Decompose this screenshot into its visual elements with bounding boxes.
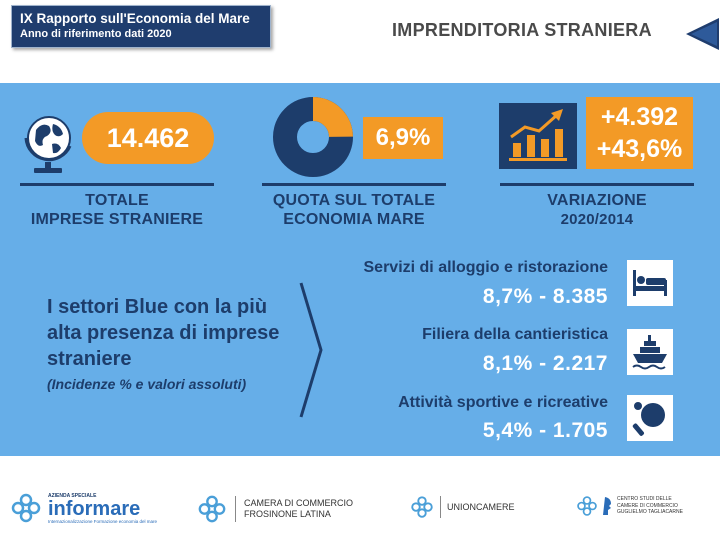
- flower-logo-icon: [11, 493, 41, 523]
- flower-logo-icon: [577, 496, 597, 516]
- change-label: VARIAZIONE 2020/2014: [500, 191, 694, 229]
- share-value: 6,9%: [375, 124, 431, 151]
- sector-name-sports: Attività sportive e ricreative: [398, 394, 608, 411]
- page-title: IMPRENDITORIA STRANIERA: [392, 20, 652, 40]
- total-divider: [20, 183, 214, 186]
- total-label-line1: TOTALE: [85, 192, 149, 209]
- back-arrow-icon[interactable]: [684, 16, 720, 52]
- tagliacarne-logo: CENTRO STUDI DELLE CAMERE DI COMMERCIO G…: [576, 495, 683, 517]
- bed-icon: [633, 270, 667, 296]
- camera-line1: CAMERA DI COMMERCIO: [244, 498, 354, 508]
- total-label: TOTALE IMPRESE STRANIERE: [20, 191, 214, 229]
- ping-pong-icon: [632, 402, 665, 436]
- camera-logo: CAMERA DI COMMERCIO FROSINONE LATINA: [197, 494, 353, 524]
- sectors-intro: I settori Blue con la più alta presenza …: [47, 296, 280, 370]
- sectors-note: (Incidenze % e valori assoluti): [47, 376, 247, 392]
- donut-chart-icon: [273, 97, 353, 177]
- chevron-right-icon: [299, 282, 323, 418]
- tagliacarne-line3: GUGLIELMO TAGLIACARNE: [617, 509, 683, 516]
- change-absolute: +4.392: [600, 103, 679, 131]
- change-percent: +43,6%: [596, 135, 683, 163]
- informare-tagline: Internazionalizzazione Formazione econom…: [48, 518, 158, 524]
- report-title: IX Rapporto sull'Economia del Mare: [20, 11, 250, 26]
- sector-value-lodging: 8,7% - 8.385: [482, 285, 608, 308]
- informare-logo: AZIENDA SPECIALE informare Internazional…: [10, 492, 157, 524]
- flower-logo-icon: [198, 495, 226, 523]
- share-value-pill: 6,9%: [363, 117, 443, 159]
- tagliacarne-line1: CENTRO STUDI DELLE: [617, 496, 672, 503]
- sector-icon-shipbuilding: [627, 329, 673, 375]
- sector-icon-sports: [627, 395, 673, 441]
- informare-name: informare: [48, 497, 141, 520]
- camera-line2: FROSINONE LATINA: [244, 509, 331, 519]
- unioncamere-text: UNIONCAMERE: [447, 501, 515, 512]
- report-title-box: IX Rapporto sull'Economia del Mare Anno …: [11, 5, 271, 48]
- sector-value-sports: 5,4% - 1.705: [482, 419, 608, 442]
- donut-share-slice: [312, 97, 353, 138]
- share-divider: [262, 183, 446, 186]
- profile-logo-icon: [603, 497, 611, 515]
- share-label: QUOTA SUL TOTALE ECONOMIA MARE: [252, 191, 456, 229]
- change-divider: [500, 183, 694, 186]
- total-value: 14.462: [106, 122, 190, 153]
- report-subtitle: Anno di riferimento dati 2020: [20, 28, 172, 40]
- share-label-line1: QUOTA SUL TOTALE: [272, 192, 436, 209]
- sector-name-lodging: Servizi di alloggio e ristorazione: [363, 259, 609, 276]
- unioncamere-logo: UNIONCAMERE: [410, 495, 515, 519]
- ship-icon: [632, 335, 667, 370]
- total-value-pill: 14.462: [82, 112, 214, 164]
- sector-name-shipbuilding: Filiera della cantieristica: [422, 326, 608, 343]
- change-label-line2: 2020/2014: [560, 211, 634, 228]
- growth-chart-icon: [499, 103, 577, 169]
- flower-logo-icon: [411, 496, 433, 518]
- informare-top: AZIENDA SPECIALE: [48, 492, 97, 499]
- sector-icon-lodging: [627, 260, 673, 306]
- tagliacarne-line2: CAMERE DI COMMERCIO: [617, 502, 678, 509]
- total-label-line2: IMPRESE STRANIERE: [30, 211, 204, 228]
- change-label-line1: VARIAZIONE: [547, 192, 647, 209]
- sector-value-shipbuilding: 8,1% - 2.217: [482, 352, 608, 375]
- share-label-line2: ECONOMIA MARE: [283, 211, 425, 228]
- globe-icon: [24, 116, 72, 173]
- change-value-pill: +4.392 +43,6%: [586, 97, 693, 169]
